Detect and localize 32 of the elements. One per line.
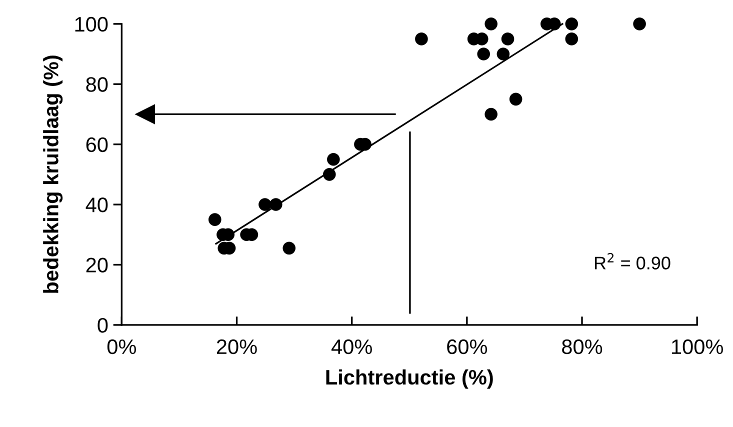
point (322, 168, 336, 181)
x-tick-label: 100% (672, 339, 723, 354)
point (208, 213, 222, 226)
point (565, 18, 578, 30)
point (509, 92, 522, 106)
x-axis-title: Lichtreductie (%) (326, 369, 493, 389)
y-tick-label: 0 (98, 318, 108, 333)
point (484, 108, 498, 121)
point (565, 32, 578, 46)
x-tick-label: 80% (562, 339, 602, 354)
point (136, 104, 155, 124)
annotation: R$^{2}$ = 0.90 (594, 252, 670, 270)
x-tick-label: 60% (447, 339, 488, 354)
y-tick-label: 100 (75, 16, 108, 32)
point (496, 48, 510, 60)
y-axis-title: bedekking kruidlaag (%) (43, 56, 63, 293)
point (633, 18, 646, 30)
y-tick-label: 40 (86, 198, 108, 212)
x-tick-label: 0% (107, 339, 136, 354)
point (327, 152, 340, 166)
y-tick-label: 20 (86, 258, 108, 272)
point (501, 32, 514, 46)
y-tick-label: 60 (86, 137, 108, 152)
x-tick-label: 40% (331, 339, 372, 354)
point (415, 32, 428, 46)
point (258, 198, 272, 211)
point (484, 18, 498, 30)
point (269, 198, 282, 211)
x-tick-label: 20% (216, 339, 257, 354)
point (477, 48, 490, 60)
y-tick-label: 80 (86, 77, 108, 92)
point (282, 242, 296, 255)
